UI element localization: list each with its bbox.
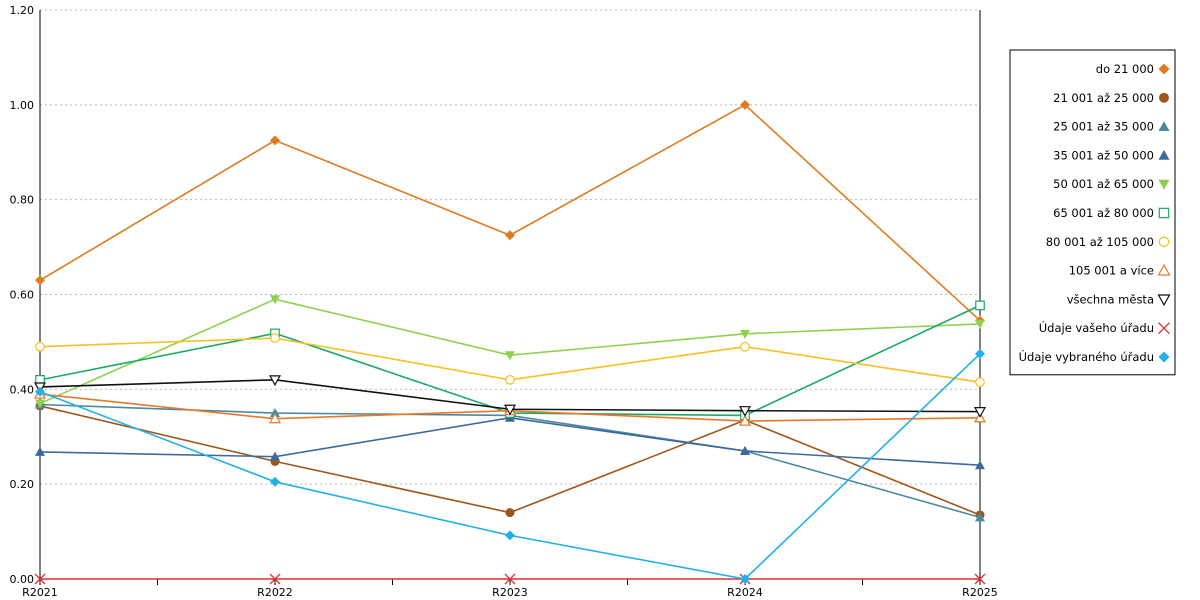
y-tick-label: 0.60 bbox=[10, 289, 35, 302]
y-tick-label: 1.20 bbox=[10, 4, 35, 17]
data-point bbox=[35, 341, 45, 352]
legend-marker bbox=[1157, 263, 1171, 276]
data-point bbox=[974, 573, 986, 585]
legend-label: Údaje vašeho úřadu bbox=[1039, 320, 1154, 335]
legend-item: 80 001 až 105 000 bbox=[1046, 235, 1170, 249]
legend-marker bbox=[1158, 236, 1170, 248]
x-tick-label: R2025 bbox=[962, 586, 998, 599]
data-point bbox=[740, 329, 750, 339]
legend-marker bbox=[1158, 322, 1170, 335]
legend-label: 35 001 až 50 000 bbox=[1053, 148, 1154, 162]
data-point bbox=[505, 351, 515, 361]
legend-marker bbox=[1158, 207, 1170, 219]
legend-item: do 21 000 bbox=[1096, 62, 1170, 76]
data-point bbox=[975, 377, 985, 388]
series-4 bbox=[35, 295, 985, 409]
legend-item: Údaje vašeho úřadu bbox=[1039, 320, 1170, 335]
legend-item: 21 001 až 25 000 bbox=[1053, 91, 1169, 105]
legend-item: 105 001 a více bbox=[1069, 263, 1171, 278]
legend-marker bbox=[1158, 149, 1170, 160]
series-0 bbox=[35, 99, 985, 326]
series-line bbox=[39, 405, 981, 516]
legend-label: 105 001 a více bbox=[1069, 264, 1154, 278]
data-point bbox=[505, 508, 515, 518]
series-8 bbox=[33, 375, 987, 418]
y-tick-label: 0.00 bbox=[10, 573, 35, 586]
legend-label: všechna města bbox=[1067, 292, 1154, 306]
data-point bbox=[268, 412, 282, 424]
axes: 0.00 0.20 0.40 0.60 0.80 1.00 1.20 R2021 R2022 R2… bbox=[10, 4, 998, 599]
data-point bbox=[740, 574, 750, 584]
legend-marker bbox=[1158, 121, 1170, 131]
data-point bbox=[35, 446, 45, 456]
legend-marker bbox=[1158, 351, 1170, 363]
x-tick-label: R2022 bbox=[257, 586, 293, 599]
data-point bbox=[975, 319, 985, 329]
legend-box bbox=[1009, 49, 1176, 376]
data-point bbox=[35, 386, 45, 397]
legend-marker bbox=[1159, 92, 1169, 103]
data-point bbox=[505, 530, 515, 541]
legend-label: 80 001 až 105 000 bbox=[1046, 235, 1154, 249]
y-tick-label: 0.40 bbox=[10, 383, 35, 396]
data-point bbox=[270, 135, 280, 146]
legend-label: 65 001 až 80 000 bbox=[1053, 206, 1154, 220]
legend-label: 25 001 až 35 000 bbox=[1053, 120, 1154, 134]
legend-marker bbox=[1158, 63, 1170, 75]
legend-item: 65 001 až 80 000 bbox=[1053, 206, 1170, 220]
data-point bbox=[503, 404, 517, 416]
x-tick-label: R2024 bbox=[727, 586, 763, 599]
data-point bbox=[505, 230, 515, 241]
y-tick-label: 1.00 bbox=[10, 99, 35, 112]
legend: do 21 000 21 001 až 25 000 25 001 až 35 00… bbox=[1009, 49, 1176, 376]
data-point bbox=[740, 341, 750, 352]
grid bbox=[40, 9, 980, 485]
legend-marker bbox=[1157, 294, 1171, 307]
legend-label: 50 001 až 65 000 bbox=[1053, 177, 1154, 191]
data-point bbox=[973, 407, 987, 418]
data-point bbox=[505, 375, 515, 385]
series-3 bbox=[35, 412, 985, 470]
data-point bbox=[268, 375, 282, 387]
legend-item: 50 001 až 65 000 bbox=[1053, 177, 1170, 191]
legend-item: 35 001 až 50 000 bbox=[1053, 148, 1170, 162]
data-point bbox=[738, 414, 752, 426]
data-point bbox=[504, 573, 516, 585]
data-point bbox=[975, 512, 985, 522]
series-area bbox=[33, 99, 987, 585]
data-point bbox=[270, 451, 280, 461]
data-point bbox=[34, 573, 46, 585]
data-point bbox=[269, 573, 281, 585]
legend-label: do 21 000 bbox=[1096, 62, 1154, 76]
y-tick-label: 0.20 bbox=[10, 478, 35, 491]
data-point bbox=[270, 476, 280, 487]
data-point bbox=[740, 445, 750, 455]
data-point bbox=[35, 399, 45, 409]
data-point bbox=[740, 99, 750, 110]
legend-marker bbox=[1158, 179, 1170, 190]
series-line bbox=[39, 353, 981, 580]
legend-label: 21 001 až 25 000 bbox=[1053, 91, 1154, 105]
x-tick-label: R2021 bbox=[22, 586, 58, 599]
legend-label: Údaje vybraného úřadu bbox=[1019, 349, 1154, 364]
series-6 bbox=[35, 333, 985, 388]
data-point bbox=[270, 295, 280, 305]
series-line bbox=[39, 103, 981, 322]
data-point bbox=[738, 406, 752, 417]
y-tick-label: 0.80 bbox=[10, 194, 35, 207]
series-5 bbox=[35, 300, 985, 421]
legend-item: Údaje vybraného úřadu bbox=[1019, 349, 1170, 364]
legend-item: 25 001 až 35 000 bbox=[1053, 120, 1170, 134]
series-10 bbox=[35, 348, 985, 584]
data-point bbox=[975, 348, 985, 359]
data-point bbox=[975, 300, 985, 311]
data-point bbox=[35, 275, 45, 286]
data-point bbox=[270, 333, 280, 343]
data-point bbox=[975, 460, 985, 470]
legend-item: všechna města bbox=[1067, 292, 1171, 307]
x-tick-label: R2023 bbox=[492, 586, 528, 599]
